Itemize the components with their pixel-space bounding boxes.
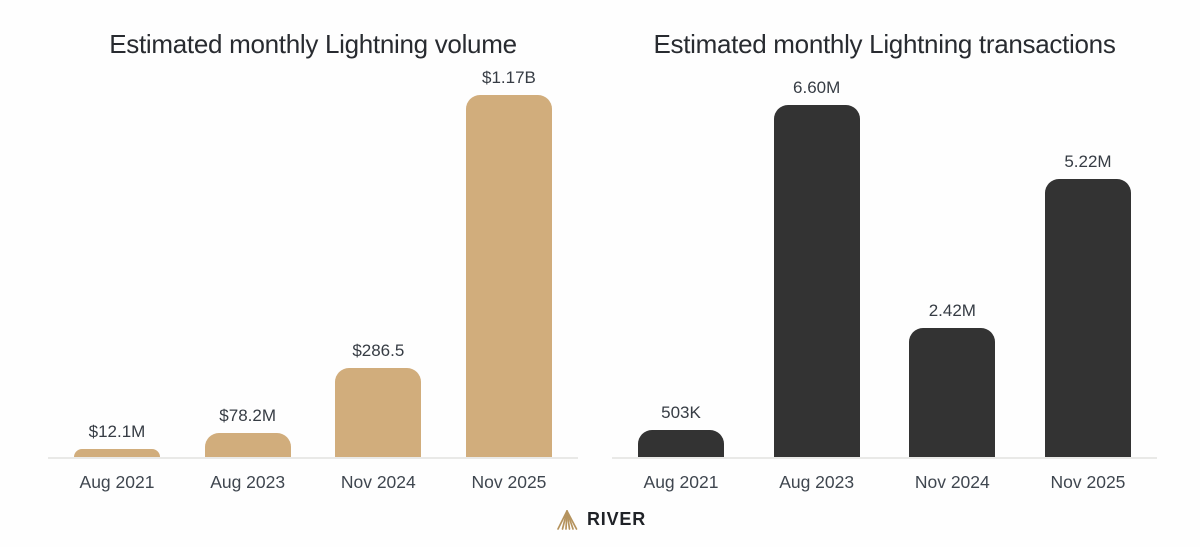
bar-value-label: $78.2M [219, 405, 276, 425]
bar [74, 448, 160, 457]
bar [204, 432, 291, 457]
river-logo-text: RIVER [586, 509, 646, 530]
x-axis-label: Nov 2025 [1050, 471, 1126, 492]
transactions-chart-title: Estimated monthly Lightning transactions [653, 29, 1116, 59]
bar-group: 5.22M [1044, 151, 1131, 457]
bar [335, 367, 422, 457]
bar-group: 503K [638, 403, 724, 457]
x-axis-label: Aug 2023 [210, 471, 286, 492]
x-axis-label: Nov 2024 [914, 471, 990, 492]
bar [465, 94, 552, 457]
bar-value-label: $1.17B [482, 67, 536, 87]
volume-chart-title: Estimated monthly Lightning volume [109, 29, 517, 59]
bar-value-label: 2.42M [928, 300, 976, 320]
bar-value-label: 5.22M [1064, 151, 1112, 171]
bar-group: $78.2M [204, 405, 291, 457]
bar-value-label: $286.5 [352, 340, 405, 360]
bar-value-label: 503K [661, 402, 701, 422]
volume-chart-plot: $12.1M $78.2M $286.5 $1.17B [48, 67, 578, 459]
bar-value-label: $12.1M [88, 421, 146, 441]
bar [638, 429, 724, 457]
x-axis-label: Aug 2021 [643, 471, 719, 492]
transactions-chart-plot: 503K 6.60M 2.42M 5.22M [612, 71, 1157, 459]
lightning-volume-chart: Estimated monthly Lightning volume $12.1… [48, 28, 578, 493]
bar-value-label: 6.60M [793, 77, 841, 97]
charts-row: Estimated monthly Lightning volume $12.1… [0, 28, 1200, 493]
bar [773, 104, 860, 457]
river-logo: RIVER [0, 508, 1200, 532]
x-axis-label: Nov 2025 [471, 471, 547, 492]
bar-group: $12.1M [74, 422, 160, 457]
transactions-chart-x-axis: Aug 2021 Aug 2023 Nov 2024 Nov 2025 [612, 472, 1157, 493]
bar-group: 6.60M [773, 77, 860, 457]
x-axis-label: Aug 2023 [779, 471, 855, 492]
x-axis-label: Nov 2024 [340, 471, 416, 492]
bar [1044, 178, 1131, 457]
bar-group: $1.17B [465, 67, 552, 457]
river-mountain-icon [557, 509, 578, 530]
bar [909, 327, 996, 457]
lightning-transactions-chart: Estimated monthly Lightning transactions… [612, 28, 1157, 493]
volume-chart-x-axis: Aug 2021 Aug 2023 Nov 2024 Nov 2025 [48, 472, 578, 493]
bar-group: $286.5 [335, 340, 422, 457]
x-axis-label: Aug 2021 [79, 471, 155, 492]
bar-group: 2.42M [909, 300, 996, 457]
